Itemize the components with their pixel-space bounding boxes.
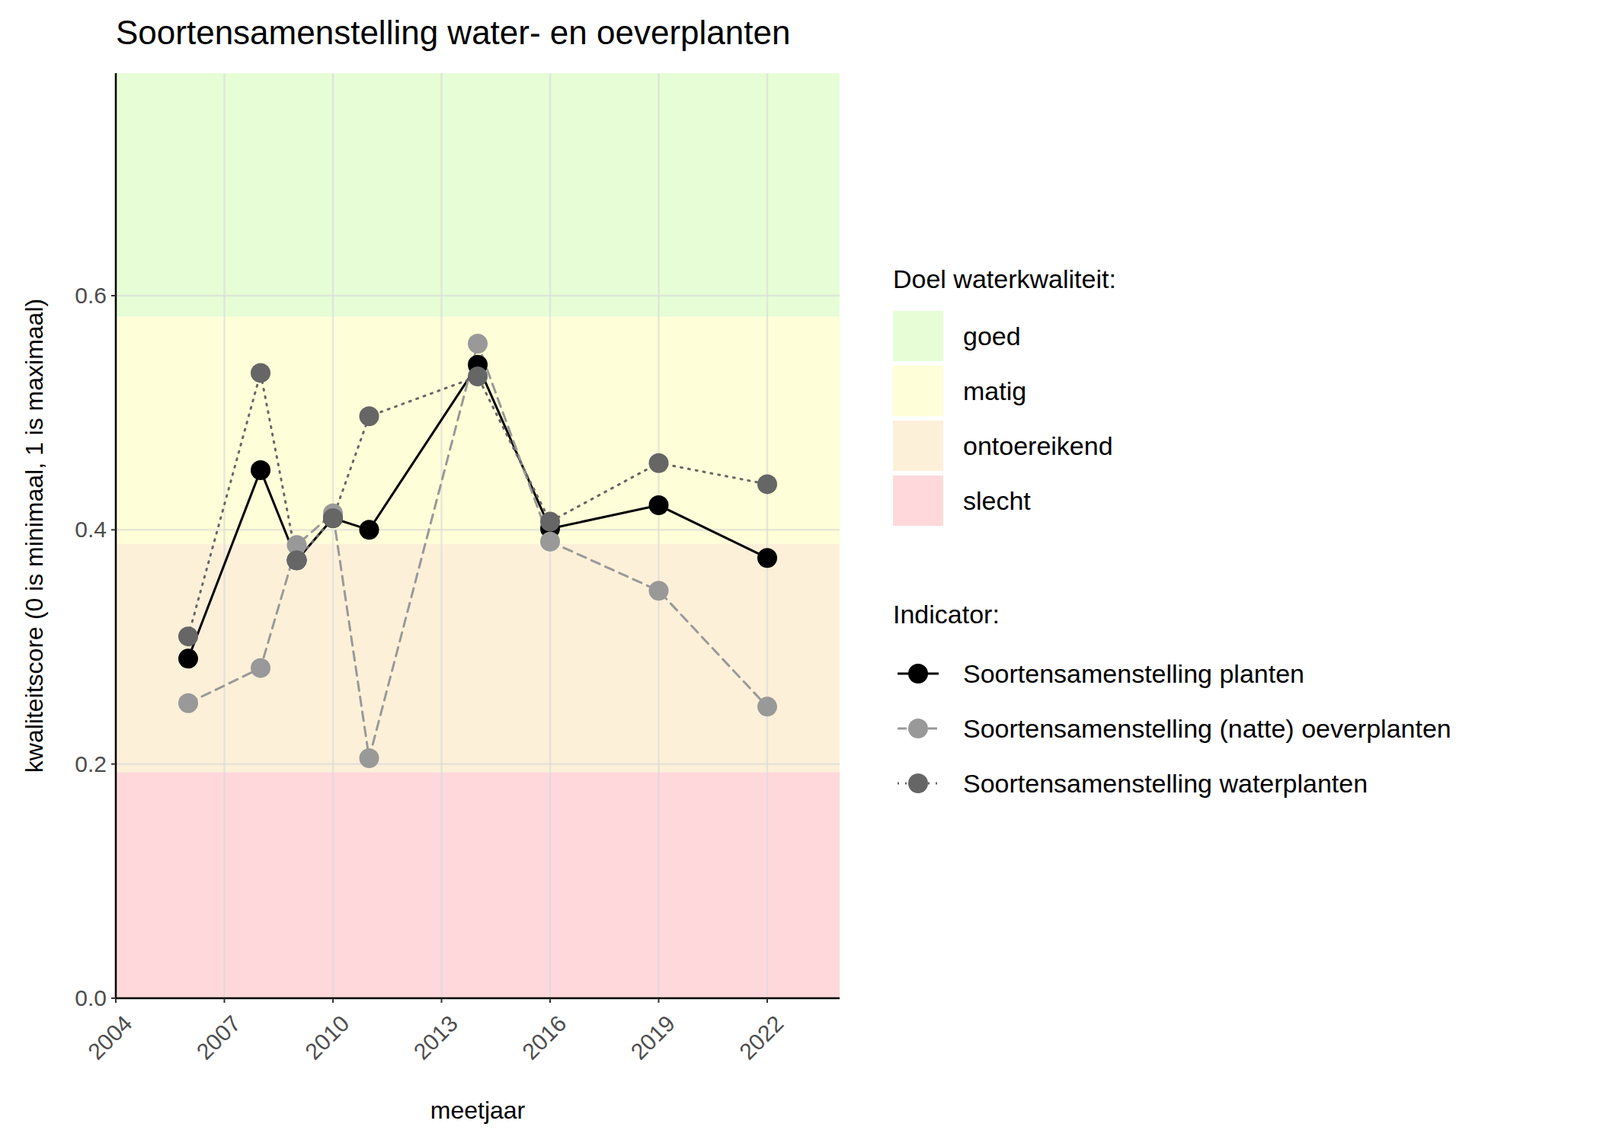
y-tick-label: 0.4 (74, 516, 107, 542)
point (323, 508, 343, 528)
legend-key (892, 310, 944, 362)
legend-title: Doel waterkwaliteit: (892, 264, 1117, 294)
legend-key (908, 718, 928, 739)
grid-line (115, 73, 118, 999)
y-tick-label: 0.0 (74, 985, 107, 1011)
legend-label: Soortensamenstelling (natte) oeverplante… (963, 713, 1452, 743)
point (757, 547, 778, 568)
point (649, 453, 669, 474)
tick (766, 998, 768, 1003)
grid-line (223, 73, 226, 999)
tick (115, 998, 117, 1003)
series-line (188, 372, 768, 637)
x-tick-label: 2013 (408, 1010, 463, 1065)
legend-label: Soortensamenstelling waterplanten (963, 768, 1368, 798)
point (178, 693, 199, 714)
point (287, 550, 308, 570)
legend-label: slecht (963, 486, 1031, 516)
tick (111, 294, 116, 297)
legend-key (908, 663, 928, 684)
tick (111, 528, 116, 531)
point (540, 512, 560, 532)
legend-label: ontoereikend (963, 431, 1114, 461)
grid-line (332, 73, 335, 999)
legend-label: matig (963, 376, 1027, 406)
x-tick-label: 2007 (191, 1010, 246, 1065)
point (359, 406, 380, 426)
legend-title: Indicator: (892, 599, 1000, 629)
legend-key (892, 475, 944, 526)
point (287, 550, 308, 570)
y-axis-label: kwaliteitscore (0 is minimaal, 1 is maxi… (20, 298, 48, 773)
point (178, 648, 199, 669)
legend-label: goed (963, 321, 1021, 351)
point (757, 696, 778, 717)
chart: 0.0 0.2 0.4 0.6 2004 2007 2010 2013 2016 2019 2022… (0, 0, 1600, 1143)
x-tick-label: 2010 (300, 1010, 355, 1065)
x-tick-label: 2016 (517, 1010, 572, 1065)
point (467, 366, 488, 387)
grid-line (657, 73, 660, 999)
point (250, 460, 271, 480)
point (178, 626, 199, 647)
point (649, 495, 669, 516)
marks (178, 333, 778, 768)
y-axis (115, 73, 118, 999)
grid-line (440, 73, 443, 999)
bands (115, 73, 840, 999)
tick (441, 998, 443, 1003)
grid-line (766, 73, 769, 999)
point (359, 748, 380, 768)
title: Soortensamenstelling water- en oeverplan… (115, 13, 791, 52)
point (359, 519, 380, 540)
y-tick-label: 0.6 (74, 282, 107, 308)
tick (658, 998, 660, 1003)
tick (332, 998, 334, 1003)
point (323, 508, 343, 528)
grid (115, 73, 840, 999)
legend-key (892, 420, 944, 471)
point (467, 333, 488, 354)
point (757, 473, 778, 494)
x-tick-label: 2004 (83, 1010, 138, 1065)
legend-key (908, 773, 928, 794)
point (649, 580, 669, 601)
tick (224, 998, 226, 1003)
legend-label: Soortensamenstelling planten (963, 659, 1305, 688)
legend-key (892, 365, 944, 416)
tick (549, 998, 551, 1003)
series-line (188, 343, 768, 759)
point (250, 658, 271, 679)
x-tick-label: 2019 (625, 1010, 680, 1065)
point (250, 362, 271, 383)
tick (111, 763, 116, 765)
x-tick-label: 2022 (734, 1010, 789, 1065)
y-tick-label: 0.2 (74, 751, 107, 777)
point (540, 531, 560, 552)
x-axis-label: meetjaar (430, 1096, 526, 1124)
